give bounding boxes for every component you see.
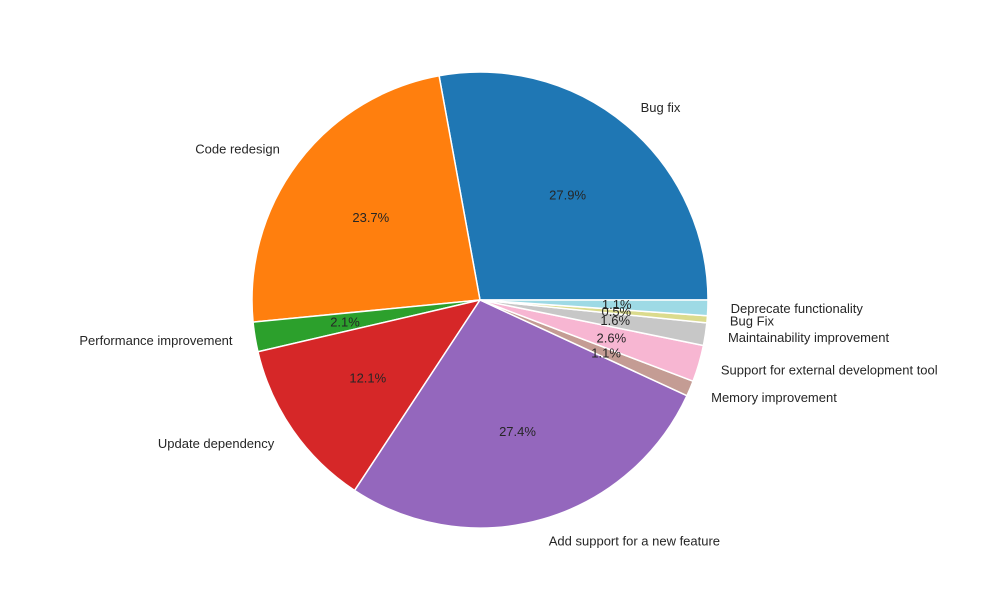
pie-category-label-7: Maintainability improvement <box>728 330 890 345</box>
pie-category-label-1: Code redesign <box>195 141 280 156</box>
pie-category-label-4: Add support for a new feature <box>549 534 720 549</box>
pie-pct-label-3: 12.1% <box>349 371 386 386</box>
pie-pct-label-0: 27.9% <box>549 187 586 202</box>
pie-slice-deprecate-functionality-9 <box>479 299 709 317</box>
pie-slice-update-dependency-3 <box>257 299 481 492</box>
pie-pct-label-9: 1.1% <box>602 297 632 312</box>
pie-pct-label-4: 27.4% <box>499 424 536 439</box>
pie-pct-label-1: 23.7% <box>352 210 389 225</box>
pie-category-label-9: Deprecate functionality <box>731 301 864 316</box>
pie-category-label-2: Performance improvement <box>79 333 233 348</box>
pie-pct-label-8: 0.5% <box>601 304 631 319</box>
pie-category-label-5: Memory improvement <box>711 390 837 405</box>
pie-pct-label-6: 2.6% <box>597 331 627 346</box>
pie-pct-label-2: 2.1% <box>330 315 360 330</box>
pie-slices <box>251 71 709 529</box>
pie-category-label-8: Bug Fix <box>730 314 775 329</box>
pie-pct-label-5: 1.1% <box>591 346 621 361</box>
pie-slice-code-redesign-1 <box>251 74 481 323</box>
pie-slice-add-support-for-a-new-feature-4 <box>353 299 688 529</box>
pie-labels: 27.9% Bug fix 23.7% Code redesign 2.1% Perfor… <box>79 100 937 549</box>
pie-category-label-0: Bug fix <box>641 100 681 115</box>
pie-pct-label-7: 1.6% <box>600 313 630 328</box>
pie-slice-bug-fix-0 <box>438 71 709 301</box>
pie-category-label-3: Update dependency <box>158 436 275 451</box>
pie-category-label-6: Support for external development tool <box>721 362 938 377</box>
